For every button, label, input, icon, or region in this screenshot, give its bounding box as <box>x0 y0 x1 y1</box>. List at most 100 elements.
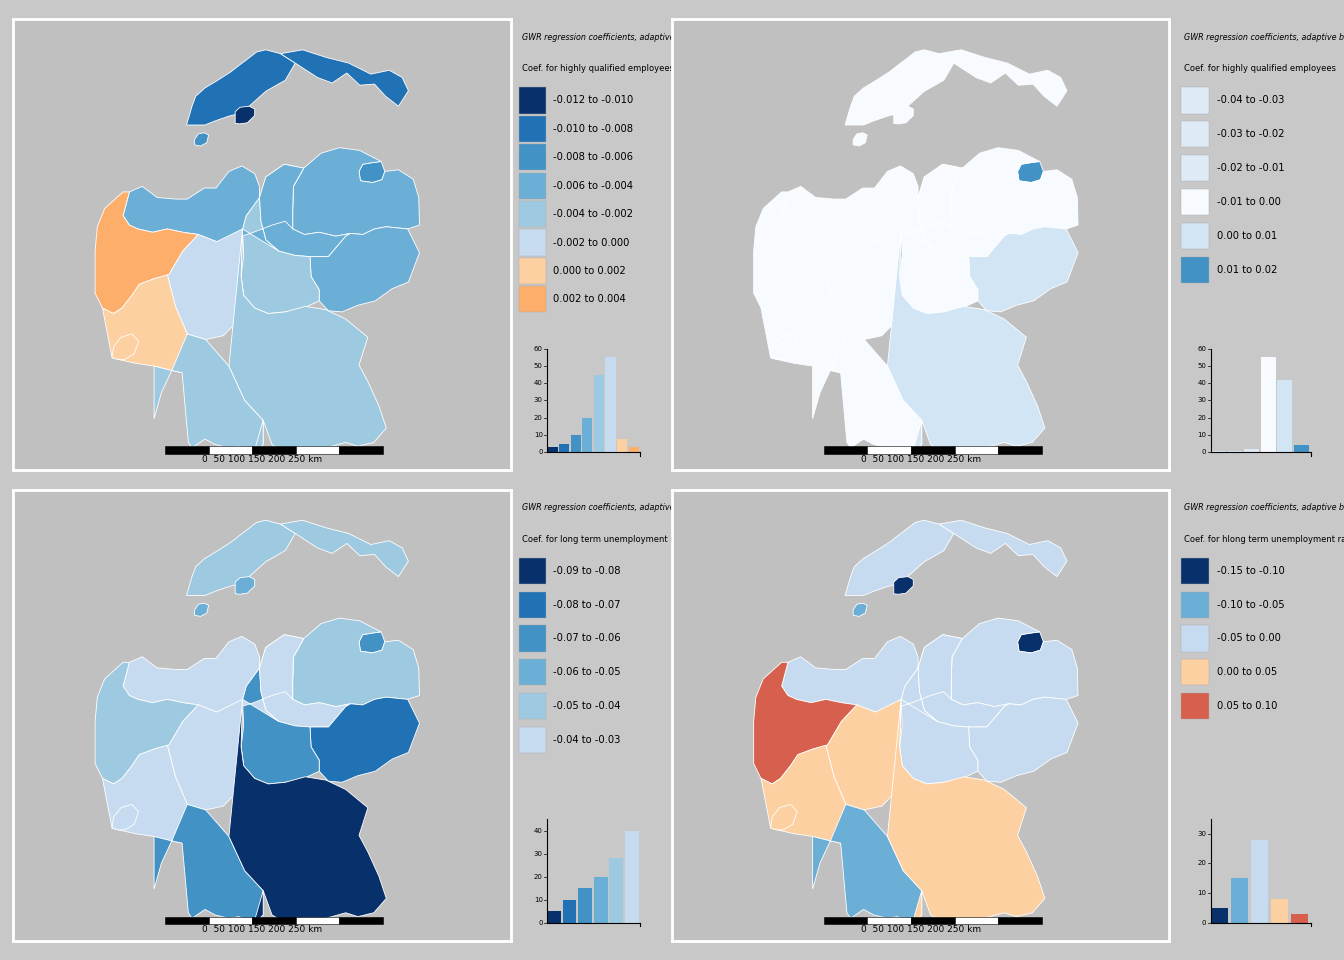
Text: 0.05 to 0.10: 0.05 to 0.10 <box>1218 701 1278 711</box>
Polygon shape <box>112 804 138 829</box>
Polygon shape <box>1017 632 1043 653</box>
Polygon shape <box>853 603 867 616</box>
Text: 50: 50 <box>534 363 543 369</box>
Bar <box>1271 899 1289 923</box>
Text: 0  50 100 150 200 250 km: 0 50 100 150 200 250 km <box>202 925 323 934</box>
Text: -0.08 to -0.07: -0.08 to -0.07 <box>554 600 621 610</box>
Text: -0.04 to -0.03: -0.04 to -0.03 <box>554 735 621 745</box>
Polygon shape <box>899 668 978 784</box>
Polygon shape <box>853 132 867 146</box>
Text: 40: 40 <box>534 828 543 833</box>
Bar <box>594 374 603 452</box>
Bar <box>1294 445 1309 452</box>
Bar <box>1181 155 1210 181</box>
Polygon shape <box>887 228 1044 453</box>
Bar <box>253 446 296 454</box>
Polygon shape <box>969 697 1078 782</box>
Text: -0.01 to 0.00: -0.01 to 0.00 <box>1218 197 1281 207</box>
Bar <box>519 286 546 313</box>
Text: 20: 20 <box>1198 415 1206 420</box>
Polygon shape <box>761 745 845 843</box>
Polygon shape <box>310 697 419 782</box>
Text: 0  50 100 150 200 250 km: 0 50 100 150 200 250 km <box>202 455 323 464</box>
Polygon shape <box>939 50 1067 107</box>
Bar <box>165 446 208 454</box>
Bar <box>1231 878 1249 923</box>
Text: 30: 30 <box>1198 830 1206 837</box>
Bar <box>582 418 593 452</box>
Text: 0.00 to 0.05: 0.00 to 0.05 <box>1218 667 1278 678</box>
Text: 0.00 to 0.01: 0.00 to 0.01 <box>1218 230 1278 241</box>
Polygon shape <box>782 635 962 722</box>
Polygon shape <box>195 603 208 616</box>
Polygon shape <box>102 745 187 843</box>
Bar <box>625 830 638 923</box>
Bar <box>547 911 560 923</box>
Text: -0.03 to -0.02: -0.03 to -0.02 <box>1218 130 1285 139</box>
Text: Coef. for highly qualified employees: Coef. for highly qualified employees <box>521 64 675 73</box>
Bar <box>571 435 581 452</box>
Bar <box>563 900 577 923</box>
Bar <box>824 446 867 454</box>
Polygon shape <box>813 804 922 924</box>
Bar <box>629 447 638 452</box>
Bar <box>606 357 616 452</box>
Bar <box>1251 840 1269 923</box>
Bar <box>1245 449 1259 452</box>
Text: GWR regression coefficients, adaptive: GWR regression coefficients, adaptive <box>521 503 675 512</box>
Bar <box>1181 87 1210 113</box>
Bar <box>519 201 546 228</box>
Polygon shape <box>939 520 1067 577</box>
Bar <box>824 917 867 924</box>
Polygon shape <box>845 520 954 595</box>
Text: 50: 50 <box>1198 363 1206 369</box>
Bar <box>1227 450 1242 452</box>
Text: -0.002 to 0.000: -0.002 to 0.000 <box>554 237 629 248</box>
Bar <box>594 876 607 923</box>
Text: 0.002 to 0.004: 0.002 to 0.004 <box>554 295 626 304</box>
Bar <box>999 446 1042 454</box>
Polygon shape <box>259 635 351 727</box>
Bar <box>867 917 911 924</box>
Polygon shape <box>845 50 954 125</box>
Bar <box>547 447 558 452</box>
Polygon shape <box>112 334 138 359</box>
Bar <box>1278 380 1292 452</box>
Text: 40: 40 <box>1198 380 1206 386</box>
Polygon shape <box>770 804 797 829</box>
Polygon shape <box>887 699 1044 924</box>
Polygon shape <box>754 192 857 314</box>
Text: GWR regression coefficients, adaptive bisquare: GWR regression coefficients, adaptive bi… <box>1184 33 1344 41</box>
Bar <box>165 917 208 924</box>
Bar <box>1181 693 1210 719</box>
Text: 30: 30 <box>534 851 543 856</box>
Polygon shape <box>124 164 304 252</box>
Bar <box>1181 660 1210 685</box>
Bar <box>867 446 911 454</box>
Text: 30: 30 <box>1198 397 1206 403</box>
Polygon shape <box>827 699 902 810</box>
Bar <box>609 858 624 923</box>
Text: -0.010 to -0.008: -0.010 to -0.008 <box>554 124 633 133</box>
Bar <box>1211 908 1228 923</box>
Text: -0.004 to -0.002: -0.004 to -0.002 <box>554 209 633 219</box>
Text: Coef. for highly qualified employees: Coef. for highly qualified employees <box>1184 64 1336 73</box>
Text: -0.02 to -0.01: -0.02 to -0.01 <box>1218 163 1285 173</box>
Text: GWR regression coefficients, adaptive bisquare: GWR regression coefficients, adaptive bi… <box>1184 503 1344 512</box>
Polygon shape <box>894 107 914 124</box>
Polygon shape <box>187 520 296 595</box>
Text: -0.15 to -0.10: -0.15 to -0.10 <box>1218 565 1285 576</box>
Polygon shape <box>310 227 419 312</box>
Text: 0: 0 <box>539 920 543 925</box>
Bar <box>519 144 546 170</box>
Bar <box>208 917 253 924</box>
Polygon shape <box>281 50 409 107</box>
Bar <box>519 87 546 113</box>
Text: -0.10 to -0.05: -0.10 to -0.05 <box>1218 600 1285 610</box>
Text: 60: 60 <box>534 346 543 351</box>
Bar <box>519 625 546 652</box>
Polygon shape <box>918 635 1009 727</box>
Bar <box>617 439 628 452</box>
Text: -0.012 to -0.010: -0.012 to -0.010 <box>554 95 633 106</box>
Polygon shape <box>155 804 263 924</box>
